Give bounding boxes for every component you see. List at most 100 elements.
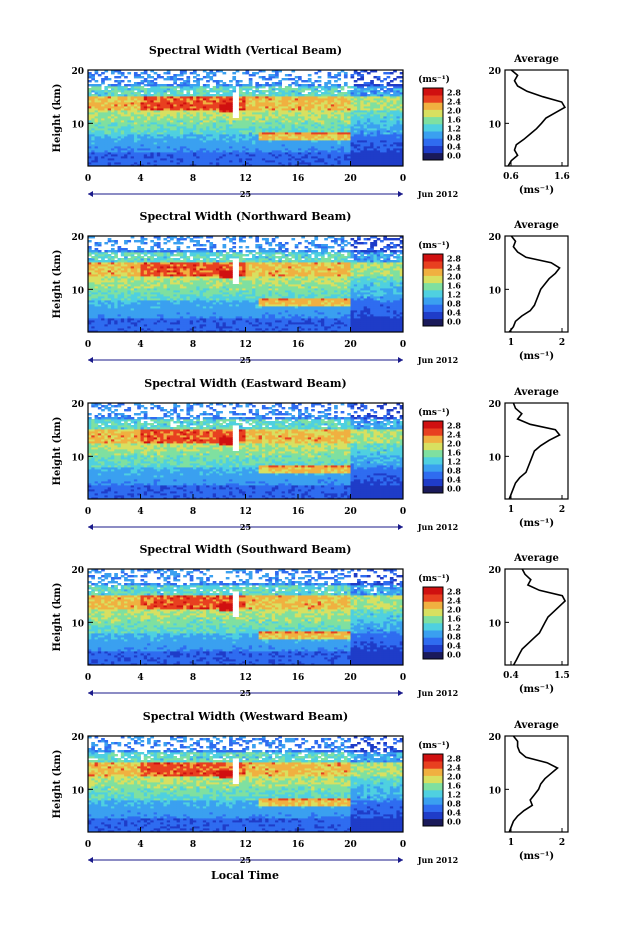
heatmap-cell [193,76,197,78]
heatmap-cell [328,72,332,74]
heatmap-cell [229,80,233,82]
heatmap-cell [262,76,266,78]
heatmap-cell [347,86,351,88]
heatmap-cell [387,76,391,78]
heatmap-cell [344,72,348,74]
colorbar-tick-label: 2.0 [447,106,461,116]
heatmap-cell [255,94,259,96]
colorbar-segment [423,153,443,161]
colorbar-tick-label: 0.4 [447,142,461,152]
colorbar-segment [423,110,443,118]
heatmap-cell [209,94,213,96]
heatmap-cell [314,86,318,88]
heatmap-cell [98,74,102,76]
heatmap-cell [190,84,194,86]
heatmap-cell [170,76,174,78]
heatmap-cell [337,90,341,92]
heatmap-cell [318,84,322,86]
heatmap-cell [104,86,108,88]
x-tick-label: 0 [400,174,406,184]
heatmap-cell [252,86,256,88]
heatmap-cell [246,84,250,86]
heatmap-cell [334,80,338,82]
colorbar-segment [423,138,443,146]
heatmap-cell [216,80,220,82]
heatmap-cell [357,72,361,74]
heatmap-cell [288,84,292,86]
y-axis-label: Height (km) [52,84,63,153]
heatmap-cell [177,74,181,76]
heatmap-cell [255,82,259,84]
heatmap-cell [242,72,246,74]
heatmap-cell [200,78,204,80]
heatmap-cell [147,74,151,76]
heatmap-cell [341,86,345,88]
heatmap-cell [213,94,217,96]
colorbar-segment [423,131,443,139]
heatmap-cell [157,84,161,86]
heatmap-cell [354,84,358,86]
colorbar-tick-label: 1.6 [447,115,461,125]
heatmap-cell [268,74,272,76]
heatmap-cell [236,118,240,120]
average-units: (ms⁻¹) [519,185,554,196]
heatmap-cell [344,92,348,94]
heatmap-cell [318,80,322,82]
heatmap-cell [167,76,171,78]
heatmap-cell [219,80,223,82]
heatmap-cell [334,74,338,76]
heatmap-cell [141,76,145,78]
heatmap-cell [308,74,312,76]
panel-1: Spectral Width (Vertical Beam)1020Height… [52,44,570,199]
heatmap-cell [101,90,105,92]
heatmap-cell [357,78,361,80]
heatmap-cell [314,80,318,82]
heatmap-cell [321,92,325,94]
heatmap-cell [344,82,348,84]
colorbar-units: (ms⁻¹) [418,74,450,85]
heatmap-cell [351,74,355,76]
heatmap-cells [88,236,403,332]
heatmap-cell [150,76,154,78]
heatmap-cell [272,82,276,84]
colorbar-tick-label: 2.4 [447,97,461,107]
heatmap-cell [170,84,174,86]
heatmap-cell [318,76,322,78]
heatmap-cell [265,94,269,96]
heatmap-cell [275,82,279,84]
heatmap-cell [298,84,302,86]
heatmap-cell [209,88,213,90]
heatmap-cell [291,82,295,84]
heatmap-cell [331,76,335,78]
heatmap-cell [367,82,371,84]
heatmap-cell [196,78,200,80]
heatmap-cell [219,84,223,86]
heatmap-cell [108,84,112,86]
heatmap-cell [298,76,302,78]
heatmap-cell [390,80,394,82]
heatmap-cell [141,80,145,82]
heatmap-cell [285,74,289,76]
heatmap-cell [308,78,312,80]
heatmap-cell [167,84,171,86]
heatmap-cell [370,80,374,82]
heatmap-cell [334,84,338,86]
heatmap-cell [173,86,177,88]
heatmap-cell [305,84,309,86]
heatmap-cell [242,92,246,94]
heatmap-cell [121,86,125,88]
heatmap-cell [124,84,128,86]
heatmap-cell [377,76,381,78]
date-label: Jun 2012 [417,189,458,199]
heatmap-cell [95,84,99,86]
heatmap-cell [163,84,167,86]
heatmap-cell [95,80,99,82]
heatmap-cell [387,82,391,84]
heatmap-cell [252,72,256,74]
heatmap-cell [223,82,227,84]
heatmap-cell [213,86,217,88]
heatmap-cell [291,88,295,90]
heatmap-cell [206,90,210,92]
heatmap-cell [183,80,187,82]
heatmap-cell [160,76,164,78]
